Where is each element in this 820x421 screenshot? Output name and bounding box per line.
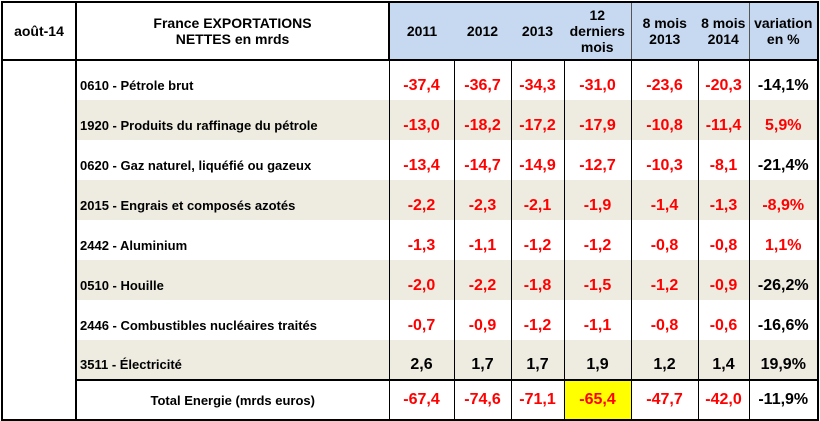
value-cell: -0,6 [697,300,749,340]
value-cell: -2,1 [510,180,564,220]
total-label: Total Energie (mrds euros) [75,379,389,420]
table-row: 0610 - Pétrole brut -37,4 -36,7 -34,3 -31,0-… [2,60,818,100]
col-header-2012: 2012 [454,2,511,61]
value-cell: -10,8 [630,100,698,140]
table-row: 1920 - Produits du raffinage du pétrole -… [2,100,818,140]
value-cell: 1,7 [453,340,511,380]
variation-cell: -26,2% [748,260,818,300]
value-cell: -13,4 [388,140,454,180]
value-cell: -11,4 [697,100,749,140]
value-cell: -1,2 [630,260,698,300]
value-cell: -1,1 [453,220,511,260]
value-cell: -31,0 [563,60,631,100]
col-header-2013: 2013 [511,2,564,61]
total-value-cell: -42,0 [697,379,749,420]
value-cell: -1,3 [697,180,749,220]
variation-cell: 1,1% [748,220,818,260]
value-cell: -1,2 [563,220,631,260]
value-cell: -17,9 [563,100,631,140]
row-label: 3511 - Électricité [75,340,389,380]
value-cell: -14,7 [453,140,511,180]
value-cell: -34,3 [510,60,564,100]
total-value-cell: -74,6 [453,379,511,420]
table-title: France EXPORTATIONS NETTES en mrds [75,2,389,61]
value-cell: -2,0 [388,260,454,300]
value-cell: -2,2 [388,180,454,220]
date-column-cell [2,60,76,420]
row-label: 1920 - Produits du raffinage du pétrole [75,100,389,140]
col-header-8m-2014: 8 mois 2014 [698,2,749,61]
table-row: 2015 - Engrais et composés azotés -2,2 -2,… [2,180,818,220]
value-cell: 2,6 [388,340,454,380]
value-cell: -18,2 [453,100,511,140]
total-value-cell: -47,7 [630,379,698,420]
date-header: août-14 [2,2,76,61]
value-cell: -0,7 [388,300,454,340]
row-label: 2015 - Engrais et composés azotés [75,180,389,220]
value-cell: -8,1 [697,140,749,180]
value-cell: -1,2 [510,300,564,340]
value-cell: -1,1 [563,300,631,340]
value-cell: -0,8 [697,220,749,260]
variation-cell: -8,9% [748,180,818,220]
header-row: août-14 France EXPORTATIONS NETTES en mr… [2,2,818,61]
value-cell: -2,2 [453,260,511,300]
value-cell: 1,4 [697,340,749,380]
col-header-12-months: 12 derniers mois [564,2,631,61]
col-header-8m-2013: 8 mois 2013 [630,2,698,61]
table-row: 3511 - Électricité 2,6 1,7 1,7 1,9 1,2 1,4 19,9… [2,340,818,380]
value-cell: -0,8 [630,300,698,340]
row-label: 0610 - Pétrole brut [75,60,389,100]
value-cell: -2,3 [453,180,511,220]
value-cell: -17,2 [510,100,564,140]
variation-cell: -14,1% [748,60,818,100]
value-cell: -20,3 [697,60,749,100]
value-cell: -37,4 [388,60,454,100]
row-label: 0620 - Gaz naturel, liquéfié ou gazeux [75,140,389,180]
value-cell: -1,8 [510,260,564,300]
value-cell: -1,4 [630,180,698,220]
variation-cell: 5,9% [748,100,818,140]
value-cell: 1,9 [563,340,631,380]
value-cell: -13,0 [388,100,454,140]
variation-cell: -16,6% [748,300,818,340]
col-header-2011: 2011 [388,2,454,61]
value-cell: -1,3 [388,220,454,260]
value-cell: -36,7 [453,60,511,100]
variation-cell: 19,9% [748,340,818,380]
col-header-variation: variation en % [748,2,818,61]
total-value-cell: -67,4 [388,379,454,420]
value-cell: 1,7 [510,340,564,380]
total-variation-cell: -11,9% [748,379,818,420]
variation-cell: -21,4% [748,140,818,180]
table-row: 0510 - Houille -2,0 -2,2 -1,8 -1,5 -1,2 -0,9 -2… [2,260,818,300]
value-cell: -0,9 [453,300,511,340]
total-row: Total Energie (mrds euros) -67,4 -74,6 -71,… [2,379,818,420]
table-row: 2442 - Aluminium -1,3 -1,1 -1,2 -1,2 -0,8 -0,8… [2,220,818,260]
value-cell: -1,9 [563,180,631,220]
value-cell: -1,5 [563,260,631,300]
value-cell: -1,2 [510,220,564,260]
total-value-cell: -71,1 [510,379,564,420]
value-cell: -0,9 [697,260,749,300]
value-cell: -0,8 [630,220,698,260]
table-row: 2446 - Combustibles nucléaires traités -0… [2,300,818,340]
total-value-cell: -65,4 [563,379,631,420]
value-cell: -12,7 [563,140,631,180]
table-row: 0620 - Gaz naturel, liquéfié ou gazeux -1… [2,140,818,180]
value-cell: -14,9 [510,140,564,180]
value-cell: -10,3 [630,140,698,180]
row-label: 2442 - Aluminium [75,220,389,260]
value-cell: 1,2 [630,340,698,380]
row-label: 0510 - Houille [75,260,389,300]
row-label: 2446 - Combustibles nucléaires traités [75,300,389,340]
value-cell: -23,6 [630,60,698,100]
